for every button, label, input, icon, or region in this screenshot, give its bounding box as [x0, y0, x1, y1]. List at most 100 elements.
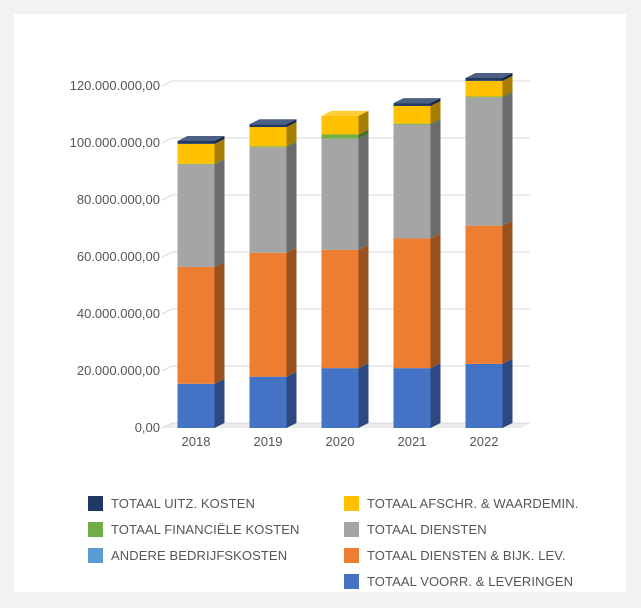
- y-tick-label: 80.000.000,00: [77, 192, 160, 207]
- bar-segment-side: [214, 158, 225, 165]
- bar-segment: [393, 105, 431, 124]
- bar-segment-side: [214, 261, 225, 384]
- x-tick-label: 2021: [398, 434, 427, 449]
- bar-segment: [177, 141, 215, 144]
- legend-label: TOTAAL UITZ. KOSTEN: [111, 495, 255, 511]
- legend-label: ANDERE BEDRIJFSKOSTEN: [111, 547, 288, 563]
- bar-top: [465, 73, 513, 79]
- legend-item-diensten-bijk-lev: TOTAAL DIENSTEN & BIJK. LEV.: [344, 546, 600, 564]
- legend-swatch: [344, 547, 359, 563]
- bar-segment: [177, 383, 215, 428]
- bar-segment: [177, 143, 215, 164]
- bar-segment-side: [502, 91, 513, 98]
- legend-label: TOTAAL FINANCIËLE KOSTEN: [111, 521, 300, 537]
- bar-segment: [321, 368, 359, 428]
- bar-segment-side: [286, 122, 297, 147]
- bar-segment-side: [502, 73, 513, 81]
- x-tick-label: 2020: [326, 434, 355, 449]
- chart-panel: 0,00 20.000.000,00 40.000.000,00 60.000.000…: [14, 14, 626, 592]
- y-tick-label: 20.000.000,00: [77, 363, 160, 378]
- bar-segment: [465, 97, 503, 226]
- legend-swatch: [88, 495, 103, 511]
- bar-segment-side: [286, 142, 297, 253]
- bar-segment-side: [214, 159, 225, 267]
- bar-segment-side: [358, 110, 369, 135]
- bar-segment: [465, 363, 503, 428]
- legend-item-afschr-waardemin: TOTAAL AFSCHR. & WAARDEMIN.: [344, 494, 600, 512]
- bar-segment: [321, 115, 359, 135]
- bar-top: [321, 110, 369, 116]
- bar-segment: [249, 146, 287, 148]
- y-tick-label: 120.000.000,00: [70, 78, 160, 93]
- x-tick-label: 2019: [254, 434, 283, 449]
- bar-segment-side: [430, 98, 441, 106]
- bar-segment-side: [358, 133, 369, 250]
- bar-top: [249, 119, 297, 125]
- gridline: [161, 80, 530, 87]
- bar-segment-side: [502, 92, 513, 226]
- bar-segment: [393, 124, 431, 239]
- legend-label: TOTAAL AFSCHR. & WAARDEMIN.: [367, 495, 579, 511]
- bar-segment: [393, 238, 431, 369]
- bar-segment-side: [502, 220, 513, 364]
- bar-segment: [177, 163, 215, 165]
- bar-segment: [465, 96, 503, 98]
- legend-label: TOTAAL VOORR. & LEVERINGEN: [367, 573, 574, 589]
- legend-label: TOTAAL DIENSTEN: [367, 521, 487, 537]
- bar-segment: [177, 164, 215, 267]
- bar-segment-side: [430, 363, 441, 428]
- legend-swatch: [88, 547, 103, 563]
- legend-item-voorr-leveringen: TOTAAL VOORR. & LEVERINGEN: [344, 572, 600, 590]
- bar-segment-side: [430, 100, 441, 124]
- x-tick-label: 2022: [470, 434, 499, 449]
- legend-item-diensten: TOTAAL DIENSTEN: [344, 520, 600, 538]
- bar-segment: [321, 134, 359, 139]
- bar-segment: [249, 376, 287, 428]
- x-tick-label: 2018: [182, 434, 211, 449]
- bar-segment: [321, 138, 359, 250]
- y-tick-label: 40.000.000,00: [77, 306, 160, 321]
- legend-item-financiele-kosten: TOTAAL FINANCIËLE KOSTEN: [88, 520, 344, 538]
- bar-segment-side: [502, 75, 513, 97]
- bar-segment-side: [286, 141, 297, 148]
- y-tick-label: 100.000.000,00: [70, 135, 160, 150]
- legend-swatch: [344, 521, 359, 537]
- bar-segment: [177, 266, 215, 384]
- bar-segment: [249, 252, 287, 377]
- bar-segment: [321, 249, 359, 369]
- stacked-bar-chart: 0,00 20.000.000,00 40.000.000,00 60.000.000…: [70, 73, 530, 449]
- bar-segment: [393, 123, 431, 125]
- legend-item-andere-bedrijfskosten: ANDERE BEDRIJFSKOSTEN: [88, 546, 344, 564]
- bar-segment-side: [214, 136, 225, 144]
- bar-segment: [393, 368, 431, 428]
- bar-segment-side: [358, 363, 369, 428]
- bar-segment: [393, 103, 431, 106]
- bar-segment: [465, 78, 503, 81]
- bar-segment-side: [214, 378, 225, 428]
- bar-segment-side: [286, 119, 297, 128]
- bar-segment-side: [502, 358, 513, 428]
- bar-segment: [249, 124, 287, 128]
- legend-label: TOTAAL DIENSTEN & BIJK. LEV.: [367, 547, 566, 563]
- bar-segment-side: [286, 371, 297, 428]
- bar-segment-side: [430, 118, 441, 125]
- bar-segment-side: [286, 247, 297, 377]
- bar-segment: [249, 147, 287, 253]
- bar-segment: [465, 225, 503, 364]
- bar-segment: [465, 80, 503, 97]
- legend-swatch: [344, 495, 359, 511]
- legend-item-uitz-kosten: TOTAAL UITZ. KOSTEN: [88, 494, 344, 512]
- bar-segment-side: [214, 138, 225, 164]
- bar-segment-side: [430, 233, 441, 369]
- chart-legend: TOTAAL UITZ. KOSTEN TOTAAL AFSCHR. & WAA…: [88, 494, 600, 590]
- legend-swatch: [88, 521, 103, 537]
- bar-segment-side: [358, 129, 369, 139]
- bar-top: [177, 136, 225, 142]
- bar-segment: [249, 127, 287, 147]
- legend-swatch: [344, 573, 359, 589]
- bar-segment-side: [358, 244, 369, 369]
- y-tick-label: 0,00: [135, 420, 160, 435]
- bar-top: [393, 98, 441, 104]
- bar-segment-side: [430, 119, 441, 239]
- y-tick-label: 60.000.000,00: [77, 249, 160, 264]
